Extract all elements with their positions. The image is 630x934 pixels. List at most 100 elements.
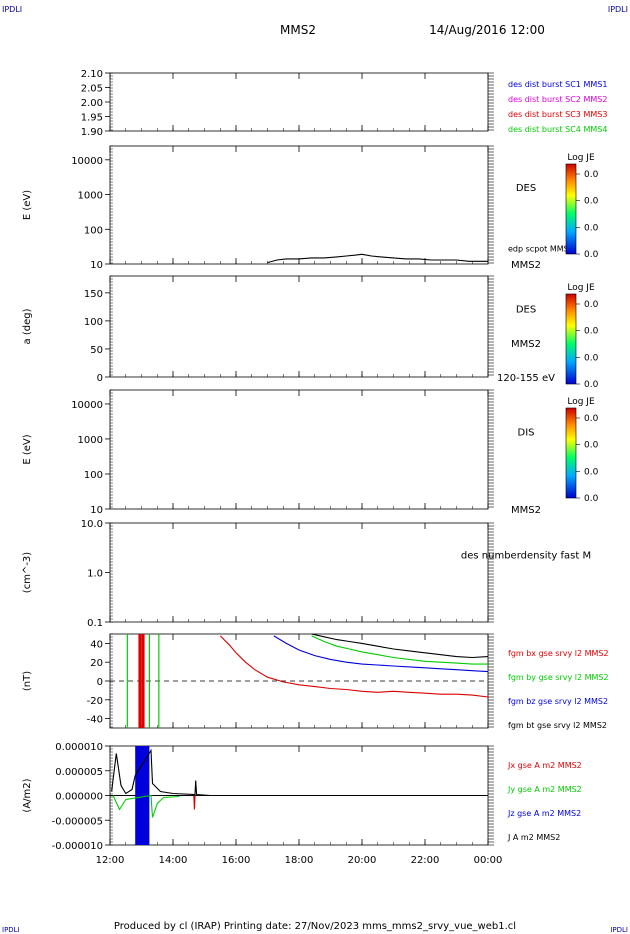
y-tick-label: 10 bbox=[90, 505, 103, 516]
y-tick-label: 2.10 bbox=[81, 69, 103, 80]
legend-entry: Jy gse A m2 MMS2 bbox=[507, 785, 582, 794]
y-tick-label: 1000 bbox=[78, 191, 103, 202]
legend-entry: fgm by gse srvy l2 MMS2 bbox=[508, 673, 609, 682]
colorbar-title: Log JE bbox=[567, 397, 595, 407]
jy-trace bbox=[112, 794, 180, 818]
corner-label-bottom-left: IPDLI bbox=[2, 926, 20, 934]
colorbar-tick-label: 0.0 bbox=[584, 467, 599, 477]
colorbar-strip bbox=[565, 163, 577, 255]
y-tick-label: 10.0 bbox=[81, 519, 103, 530]
panel-frame bbox=[109, 145, 489, 265]
panel-frame bbox=[109, 72, 489, 132]
colorbar-tick-label: 0.0 bbox=[584, 441, 599, 451]
x-tick-label: 22:00 bbox=[411, 855, 440, 866]
y-tick-label: -20 bbox=[87, 696, 103, 707]
spacecraft-title: MMS2 bbox=[280, 23, 316, 37]
panel-right-sublabel: MMS2 bbox=[511, 339, 541, 350]
colorbar-tick-label: 0.0 bbox=[584, 380, 599, 390]
y-tick-label: 40 bbox=[90, 639, 103, 650]
legend-entry: J A m2 MMS2 bbox=[507, 833, 560, 842]
y-tick-label: 2.05 bbox=[81, 84, 103, 95]
colorbar-tick-label: 0.0 bbox=[584, 197, 599, 207]
panel-4: 10000 1000 100 10 E (eV) DIS MMS2 Log JE 0.0 0.0 0… bbox=[22, 389, 599, 516]
series-line-1 bbox=[267, 253, 488, 264]
colorbar-tick-label: 0.0 bbox=[584, 494, 599, 504]
colorbar-tick-label: 0.0 bbox=[584, 250, 599, 260]
y-axis-label: a (deg) bbox=[22, 308, 33, 344]
footer-credits: Produced by cl (IRAP) Printing date: 27/… bbox=[114, 921, 516, 932]
legend-entry: fgm bt gse srvy l2 MMS2 bbox=[508, 721, 607, 730]
series-line-2 bbox=[311, 635, 488, 665]
y-tick-label: 0.1 bbox=[87, 618, 103, 629]
y-axis-label: E (eV) bbox=[22, 434, 33, 464]
colorbar-tick-label: 0.0 bbox=[584, 414, 599, 424]
y-tick-label: 20 bbox=[90, 658, 103, 669]
y-tick-label: 0.000005 bbox=[55, 767, 103, 778]
x-tick-label: 16:00 bbox=[222, 855, 251, 866]
series-line-1 bbox=[219, 635, 489, 698]
panel-right-label: DES bbox=[516, 305, 536, 316]
y-tick-label: -40 bbox=[87, 715, 103, 726]
colorbar-strip bbox=[565, 293, 577, 385]
panel-7: 0.000010 0.000005 0.000000 -0.000005 -0.0000… bbox=[22, 742, 582, 852]
panels-group: 2.10 2.05 2.00 1.95 1.90 des dist burst SC1 M… bbox=[22, 69, 609, 866]
colorbar-tick-label: 0.0 bbox=[584, 327, 599, 337]
y-tick-label: 150 bbox=[84, 289, 103, 300]
y-axis-label: E (eV) bbox=[22, 190, 33, 220]
y-axis-label: (cm^-3) bbox=[22, 552, 33, 593]
panel-frame bbox=[109, 522, 489, 623]
x-tick-label: 00:00 bbox=[474, 855, 503, 866]
y-tick-label: 0 bbox=[97, 373, 103, 384]
y-tick-label: 100 bbox=[84, 470, 103, 481]
panel-annotation: edp scpot MMS2 bbox=[508, 245, 574, 254]
colorbar-title: Log JE bbox=[567, 283, 595, 293]
x-tick-label: 18:00 bbox=[285, 855, 314, 866]
y-tick-label: 100 bbox=[84, 225, 103, 236]
jz-burst-block bbox=[135, 746, 150, 845]
panel-frame bbox=[109, 389, 489, 510]
legend-entry: Jz gse A m2 MMS2 bbox=[507, 809, 581, 818]
x-tick-label: 14:00 bbox=[159, 855, 188, 866]
date-time-title: 14/Aug/2016 12:00 bbox=[429, 23, 545, 37]
colorbar-tick-label: 0.0 bbox=[584, 353, 599, 363]
y-tick-label: 2.00 bbox=[81, 98, 103, 109]
y-tick-label: 1.90 bbox=[81, 127, 103, 138]
corner-label-bottom-right: IPDLI bbox=[610, 926, 628, 934]
y-tick-label: 1000 bbox=[78, 435, 103, 446]
corner-label-top-left: IPDLI bbox=[2, 5, 22, 14]
y-axis-label: (A/m2) bbox=[22, 778, 33, 812]
j-magnitude-trace bbox=[111, 748, 211, 797]
y-tick-label: 10000 bbox=[71, 400, 103, 411]
panel-3: 150 100 50 0 a (deg) DES MMS2 120-155 eV Log JE 0… bbox=[22, 275, 599, 390]
legend-entry: Jx gse A m2 MMS2 bbox=[507, 761, 582, 770]
panel-right-label: des numberdensity fast M bbox=[461, 551, 591, 562]
panel-2: 10000 1000 100 10 E (eV) DES MMS2 edp scpot MMS… bbox=[22, 145, 599, 271]
legend-entry: des dist burst SC1 MMS1 bbox=[508, 80, 607, 89]
x-tick-label: 12:00 bbox=[96, 855, 125, 866]
panel-right-label: DIS bbox=[518, 428, 535, 439]
y-tick-label: 100 bbox=[84, 317, 103, 328]
y-tick-label: 0 bbox=[97, 677, 103, 688]
panel-6: 40 20 0 -20 -40 (nT) fgm bx gse srvy l2 MMS2 fg… bbox=[22, 633, 609, 730]
colorbar-tick-label: 0.0 bbox=[584, 223, 599, 233]
x-tick-label: 20:00 bbox=[348, 855, 377, 866]
panel-5: 10.0 1.0 0.1 (cm^-3) des numberdensity fast … bbox=[22, 519, 591, 629]
y-tick-label: -0.000010 bbox=[52, 841, 103, 852]
y-tick-label: 0.000000 bbox=[55, 792, 103, 803]
jx-trace bbox=[193, 795, 196, 810]
colorbar-tick-label: 0.0 bbox=[584, 170, 599, 180]
panel-right-sublabel: MMS2 bbox=[511, 260, 541, 271]
legend-entry: fgm bz gse srvy l2 MMS2 bbox=[508, 697, 608, 706]
y-tick-label: 0.000010 bbox=[55, 742, 103, 753]
y-axis-label: (nT) bbox=[22, 671, 33, 691]
legend-entry: fgm bx gse srvy l2 MMS2 bbox=[508, 649, 609, 658]
panel-right-label: DES bbox=[516, 183, 536, 194]
colorbar-title: Log JE bbox=[567, 153, 595, 163]
panel-1: 2.10 2.05 2.00 1.95 1.90 des dist burst SC1 M… bbox=[81, 69, 608, 138]
legend-entry: des dist burst SC4 MMS4 bbox=[508, 125, 607, 134]
y-tick-label: 1.0 bbox=[87, 569, 103, 580]
colorbar-tick-label: 0.0 bbox=[584, 300, 599, 310]
y-tick-label: 1.95 bbox=[81, 113, 103, 124]
y-tick-label: 10000 bbox=[71, 156, 103, 167]
